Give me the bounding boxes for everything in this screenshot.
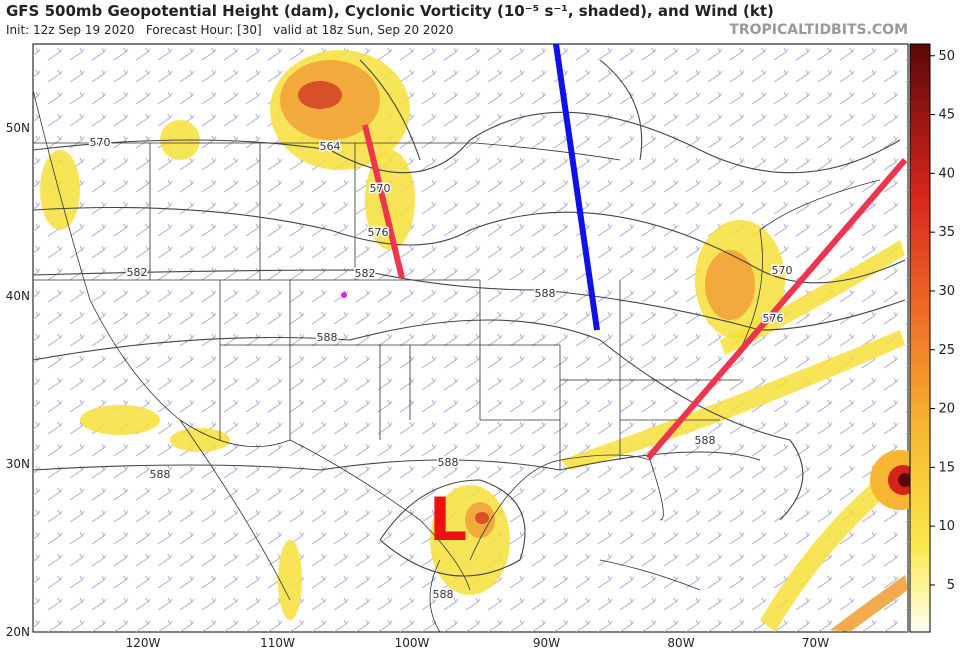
colorbar-tick-label: 10 [938, 519, 955, 534]
contour-label: 588 [695, 434, 716, 447]
lon-label: 110W [260, 636, 295, 650]
colorbar-tick-label: 40 [938, 166, 955, 181]
low-marker: L [429, 485, 467, 555]
contour-label: 582 [127, 266, 148, 279]
lat-label: 30N [6, 457, 30, 471]
contour-label: 588 [317, 331, 338, 344]
source: TROPICALTIDBITS.COM [729, 22, 908, 38]
lon-label: 100W [395, 636, 430, 650]
contour-label: 576 [368, 226, 389, 239]
lat-label: 20N [6, 625, 30, 639]
colorbar-tick-label: 45 [938, 108, 955, 123]
vorticity [40, 50, 930, 632]
map-area: L [32, 43, 930, 633]
contour-label: 576 [763, 312, 784, 325]
colorbar-tick-label: 50 [938, 49, 955, 64]
contour-label: 588 [150, 468, 171, 481]
colorbar-tick-label: 30 [938, 284, 955, 299]
lat-label: 50N [6, 121, 30, 135]
lon-label: 80W [667, 636, 694, 650]
colorbar [909, 43, 931, 633]
colorbar-tick-label: 5 [947, 578, 955, 593]
contour-label: 588 [535, 287, 556, 300]
contour-label: 570 [772, 264, 793, 277]
contour-label: 588 [433, 588, 454, 601]
contour-label: 570 [90, 136, 111, 149]
analysis-lines [341, 43, 908, 460]
height-contours [32, 59, 906, 577]
contour-label: 588 [438, 456, 459, 469]
contour-label: 564 [320, 140, 341, 153]
lon-label: 120W [126, 636, 161, 650]
lat-label: 40N [6, 289, 30, 303]
lon-label: 70W [802, 636, 829, 650]
colorbar-tick-label: 35 [938, 225, 955, 240]
contour-label: 582 [355, 267, 376, 280]
colorbar-tick-label: 15 [938, 460, 955, 475]
contour-label: 570 [370, 182, 391, 195]
title: GFS 500mb Geopotential Height (dam), Cyc… [6, 2, 774, 20]
colorbar-tick-label: 20 [938, 402, 955, 417]
subtitle: Init: 12z Sep 19 2020 Forecast Hour: [30… [6, 23, 453, 37]
colorbar-tick-label: 25 [938, 343, 955, 358]
lon-label: 90W [533, 636, 560, 650]
